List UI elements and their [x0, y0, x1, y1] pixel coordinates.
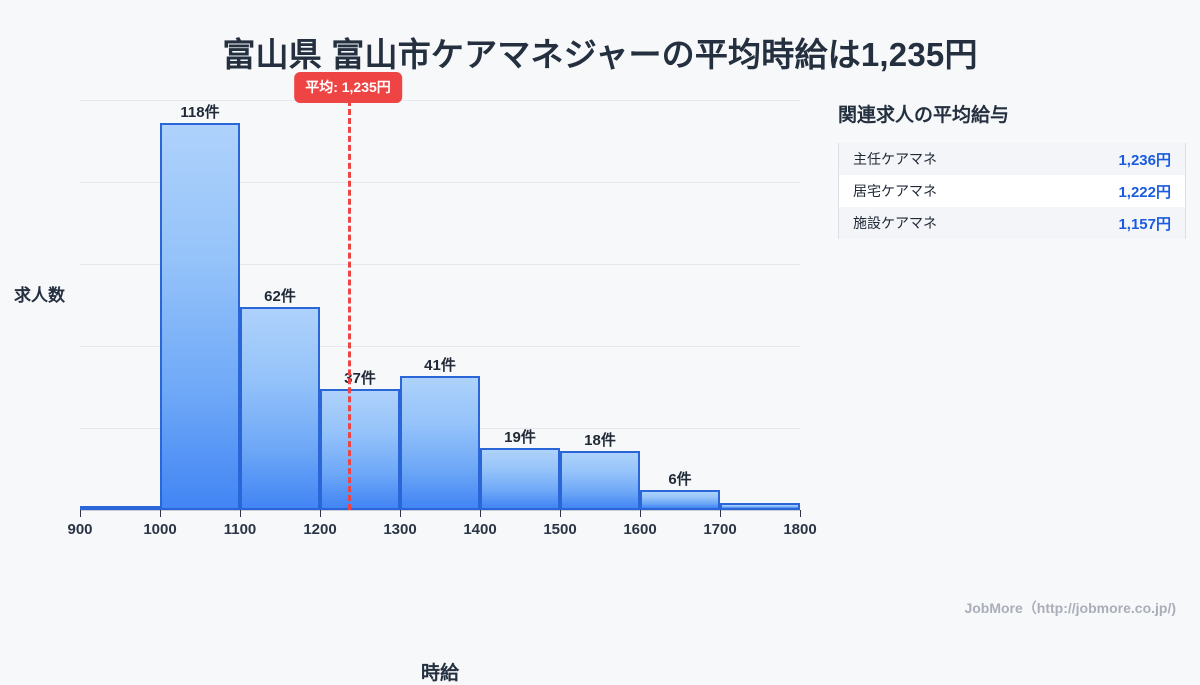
- bar-value-label: 6件: [668, 471, 692, 489]
- x-axis-tick: [80, 510, 81, 517]
- bar-value-label: 62件: [264, 287, 296, 305]
- related-salary-table: 主任ケアマネ 1,236円居宅ケアマネ 1,222円施設ケアマネ 1,157円: [838, 143, 1186, 239]
- bar-value-label: 37件: [344, 369, 376, 387]
- x-axis-tick: [640, 510, 641, 517]
- gridline: [80, 100, 800, 101]
- x-axis-tick-label: 1800: [783, 521, 817, 538]
- plot-area: 118件 62件 37件 41件 19件 18件 6件 900 1000 1100 1200 1300…: [67, 72, 817, 538]
- axis-baseline: [80, 510, 800, 511]
- x-axis-tick-label: 1400: [463, 521, 497, 538]
- bar-value-label: 41件: [424, 356, 456, 374]
- histogram-bar: [640, 490, 720, 510]
- histogram-bar: [80, 506, 160, 510]
- x-axis-tick: [160, 510, 161, 517]
- x-axis-tick-label: 1300: [383, 521, 417, 538]
- x-axis-tick: [560, 510, 561, 517]
- footer-watermark: JobMore（http://jobmore.co.jp/): [964, 600, 1176, 616]
- table-row-label: 施設ケアマネ: [853, 215, 937, 231]
- histogram-bar: [320, 388, 400, 510]
- x-axis-tick-label: 1200: [303, 521, 337, 538]
- x-axis-tick: [240, 510, 241, 517]
- x-axis-tick-label: 1500: [543, 521, 577, 538]
- page-title: 富山県 富山市ケアマネジャーの平均時給は1,235円: [222, 36, 978, 73]
- y-axis-title: 求人数: [14, 286, 65, 305]
- table-row: 施設ケアマネ 1,157円: [839, 207, 1185, 239]
- table-row: 居宅ケアマネ 1,222円: [839, 175, 1185, 207]
- average-badge: 平均: 1,235円: [294, 72, 402, 103]
- histogram-bar: [400, 375, 480, 510]
- histogram-bar: [560, 450, 640, 510]
- x-axis-tick: [800, 510, 801, 517]
- table-row-value: 1,222円: [1118, 183, 1171, 201]
- histogram-bar: [160, 122, 240, 510]
- bar-value-label: 19件: [504, 428, 536, 446]
- x-axis-tick-label: 900: [67, 521, 93, 538]
- gridline: [80, 264, 800, 265]
- x-axis-tick: [720, 510, 721, 517]
- average-line: [348, 100, 351, 510]
- table-row-label: 居宅ケアマネ: [853, 183, 937, 199]
- related-salary-title: 関連求人の平均給与: [838, 105, 1010, 126]
- table-row-label: 主任ケアマネ: [853, 151, 937, 167]
- x-axis-tick-label: 1100: [223, 521, 257, 538]
- histogram-bar: [480, 447, 560, 510]
- histogram-bar: [240, 306, 320, 510]
- x-axis-title: 時給: [420, 663, 459, 684]
- x-axis-tick: [400, 510, 401, 517]
- bar-value-label: 18件: [584, 431, 616, 449]
- gridline: [80, 346, 800, 347]
- x-axis-tick-label: 1600: [623, 521, 657, 538]
- table-row-value: 1,157円: [1118, 215, 1171, 233]
- histogram-bar: [720, 503, 800, 510]
- table-row: 主任ケアマネ 1,236円: [839, 143, 1185, 175]
- gridline: [80, 182, 800, 183]
- bar-value-label: 118件: [180, 103, 220, 121]
- x-axis-tick: [320, 510, 321, 517]
- histogram-chart: 求人数 118件 62件 37件 41件 19件 18件 6件 900 1000 1100 1200…: [0, 72, 840, 684]
- x-axis-tick-label: 1700: [703, 521, 737, 538]
- x-axis-tick-label: 1000: [143, 521, 177, 538]
- related-salary-panel: 関連求人の平均給与 主任ケアマネ 1,236円居宅ケアマネ 1,222円施設ケアマネ…: [838, 100, 1188, 239]
- x-axis-tick: [480, 510, 481, 517]
- table-row-value: 1,236円: [1118, 151, 1171, 169]
